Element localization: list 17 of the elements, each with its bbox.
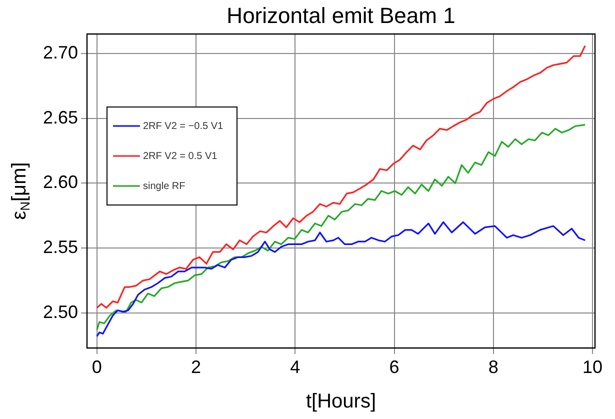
y-tick-label: 2.65 — [42, 107, 78, 128]
y-tick-label: 2.50 — [42, 302, 78, 322]
x-tick-label: 6 — [389, 356, 400, 377]
x-tick-label: 4 — [290, 356, 300, 377]
y-axis-title: εN[μm] — [8, 162, 33, 220]
x-tick-label: 0 — [92, 356, 102, 377]
x-tick-label: 10 — [582, 356, 603, 377]
legend-label: 2RF V2 = 0.5 V1 — [143, 150, 218, 162]
y-tick-label: 2.70 — [42, 42, 78, 62]
legend-label: single RF — [143, 180, 186, 192]
x-axis-title: t[Hours] — [306, 390, 376, 413]
y-tick-label: 2.60 — [42, 172, 78, 192]
x-tick-label: 2 — [191, 356, 202, 377]
legend-label: 2RF V2 = −0.5 V1 — [143, 120, 224, 132]
chart-title: Horizontal emit Beam 1 — [226, 3, 456, 28]
y-tick-label: 2.55 — [42, 237, 78, 258]
x-tick-label: 8 — [488, 356, 498, 377]
